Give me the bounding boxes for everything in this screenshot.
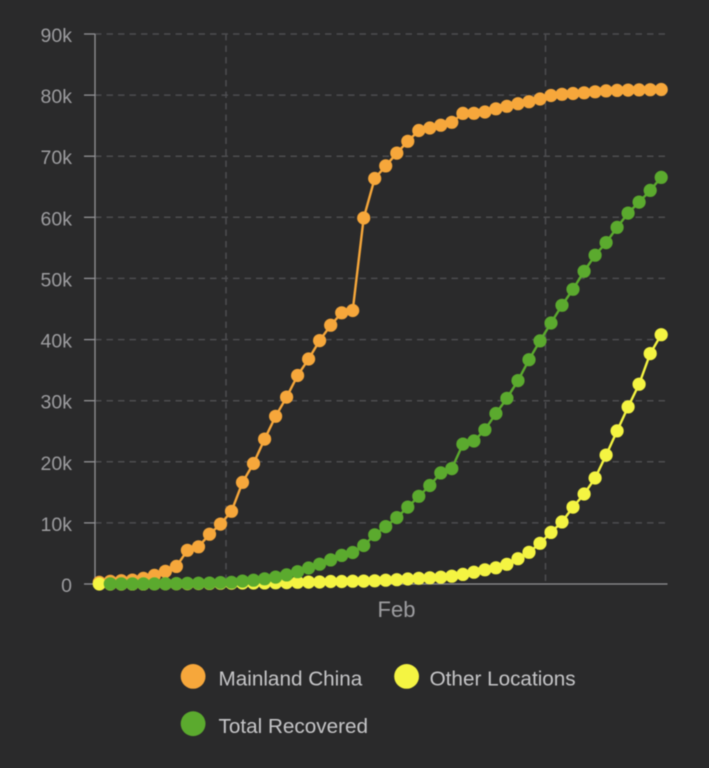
svg-text:70k: 70k [41, 147, 73, 169]
svg-text:Feb: Feb [378, 597, 416, 622]
svg-text:Total Recovered: Total Recovered [219, 715, 369, 738]
svg-text:0: 0 [61, 575, 72, 597]
svg-text:90k: 90k [41, 25, 73, 47]
svg-text:Mainland China: Mainland China [219, 668, 363, 691]
svg-text:10k: 10k [41, 514, 73, 536]
svg-text:60k: 60k [41, 208, 73, 230]
svg-text:30k: 30k [41, 392, 73, 414]
svg-text:40k: 40k [41, 331, 73, 353]
svg-text:50k: 50k [41, 269, 73, 291]
svg-text:80k: 80k [41, 86, 73, 108]
svg-text:Other Locations: Other Locations [430, 668, 576, 691]
svg-text:20k: 20k [41, 453, 73, 475]
